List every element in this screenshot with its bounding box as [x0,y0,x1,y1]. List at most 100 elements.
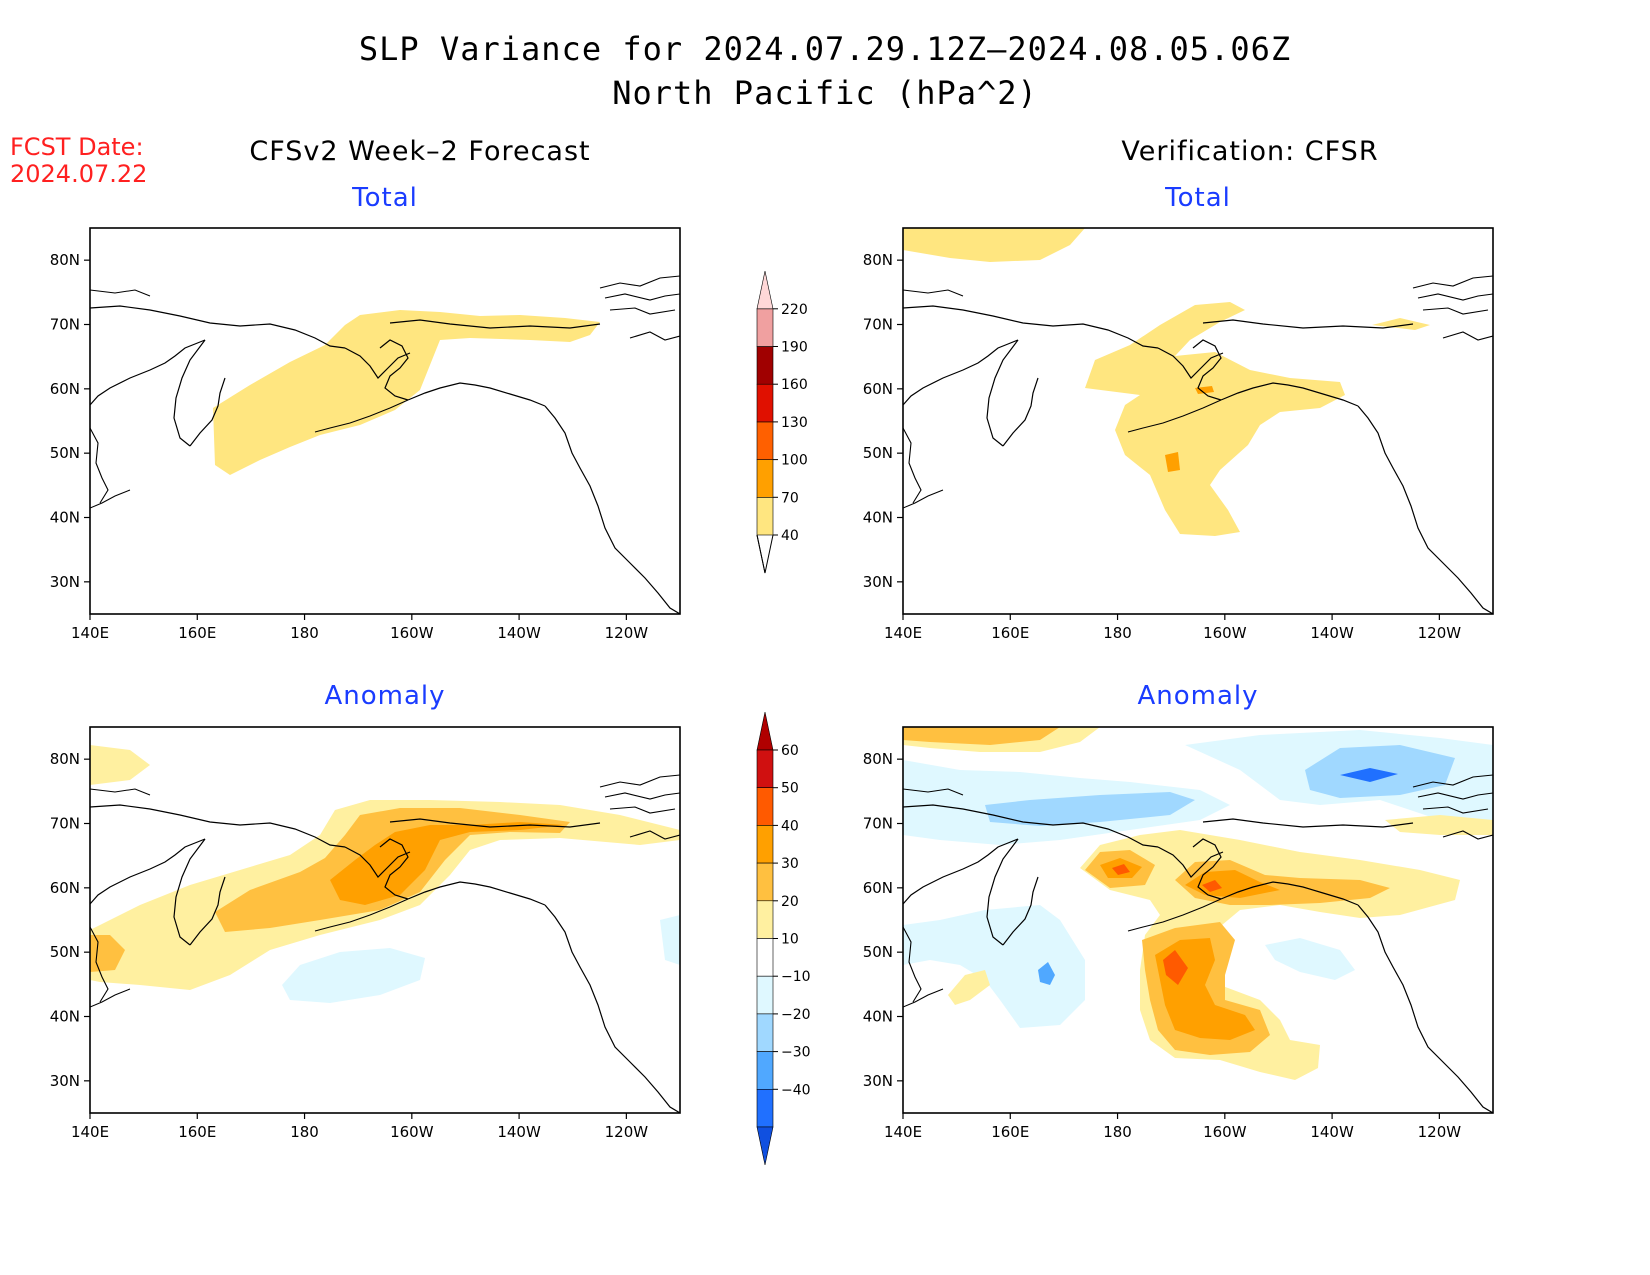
verification-column-title: Verification: CFSR [1121,136,1379,167]
forecast-anomaly-contour-30-40 [330,822,565,905]
colorbar-total-label: 70 [781,490,799,506]
lon-tick-label: 160E [991,1123,1029,1141]
verification-anomaly-contour-10-20-sw [948,970,990,1005]
colorbar-total-box [756,496,774,536]
colorbar-anomaly-box [756,1051,774,1090]
verification-anomaly-contour-40-50-b [1202,880,1222,892]
lat-tick-label: 70N [863,316,893,334]
colorbar-anomaly-box [756,975,774,1015]
lon-tick-label: 180 [1103,1123,1132,1141]
lon-tick-label: 160W [1203,1123,1247,1141]
lon-tick-label: 160W [390,624,434,642]
lon-tick-label: 120W [1418,624,1462,642]
colorbar-anomaly-label: 20 [781,894,799,910]
colorbar-anomaly-label: 40 [781,818,799,834]
lat-tick-label: 60N [863,380,893,398]
verification-anomaly-contour-30-40-b [1185,870,1280,898]
axes-layer: 140E 160E 180 160W 140W 120W 80N 70N 60N 50N 40N 30… [50,251,1462,1141]
lat-tick-label: 60N [863,879,893,897]
colorbar-total-box [756,459,774,498]
lat-tick-label: 80N [863,750,893,768]
colorbar-anomaly-top-arrow [756,711,774,751]
colorbar-total-label: 40 [781,528,799,544]
colorbar-anomaly: 60 50 40 30 20 10 −10 −20 −30 −40 [756,711,811,1166]
lon-tick-label: 140E [884,1123,922,1141]
forecast-anomaly-contour-neg10-neg20 [282,948,425,1003]
lon-tick-label: 160W [1203,624,1247,642]
lat-tick-label: 50N [863,444,893,462]
fcst-date-value: 2024.07.22 [10,160,148,188]
verification-anomaly-contour-neg10-east [1265,938,1355,980]
lon-tick-label: 140W [497,1123,541,1141]
colorbar-anomaly-label: −40 [781,1082,811,1098]
lon-tick-label: 140W [497,624,541,642]
colorbar-anomaly-bottom-arrow [756,1126,774,1166]
colorbar-total-label: 100 [781,453,808,469]
map-verification-total [902,227,1494,615]
colorbar-total-box [756,308,774,347]
lat-tick-label: 70N [50,815,80,833]
lon-tick-label: 140E [884,624,922,642]
colorbar-total-box [756,383,774,423]
verification-total-contour-40-70-main [1085,302,1345,536]
lon-tick-label: 120W [1418,1123,1462,1141]
forecast-total-contour-40-70 [213,310,600,475]
panel-title-verification-total: Total [1165,183,1231,213]
map-frame [902,726,1494,1114]
verification-anomaly-contour-neg10-west [903,905,1085,1028]
map-forecast-anomaly [89,726,681,1114]
verification-anomaly-contour-neg30-ne [1340,768,1398,782]
lon-tick-label: 160E [178,624,216,642]
colorbar-anomaly-box [756,938,774,977]
colorbar-anomaly-box [756,825,774,864]
lat-tick-label: 70N [50,316,80,334]
colorbar-total-label: 220 [781,302,808,318]
verification-anomaly-contour-neg20-west [1038,962,1055,985]
colorbar-total-label: 130 [781,415,808,431]
lat-tick-label: 80N [863,251,893,269]
map-forecast-total [89,227,681,615]
fcst-date-label: FCST Date: [10,133,144,161]
panel-title-forecast-anomaly: Anomaly [324,681,446,711]
verification-total-contour-70-100-b [1195,386,1214,394]
verification-anomaly-contour-10-20-east [1385,815,1493,835]
lat-tick-label: 40N [863,1008,893,1026]
verification-total-contour-40-70-north [903,228,1085,262]
map-frame [89,726,681,1114]
colorbar-anomaly-box [756,787,774,826]
lon-tick-label: 180 [1103,624,1132,642]
verification-anomaly-contour-20-30-north [903,727,1060,745]
forecast-anomaly-contour-10-20-nw [90,745,150,785]
colorbar-anomaly-label: 50 [781,781,799,797]
colorbar-anomaly-label: 10 [781,932,799,948]
colorbar-anomaly-box [756,1089,774,1128]
forecast-anomaly-contour-neg10-neg20-east [660,915,680,965]
lat-tick-label: 30N [863,1072,893,1090]
lon-tick-label: 140W [1310,624,1354,642]
colorbar-anomaly-box [756,900,774,939]
colorbar-anomaly-label: −10 [781,969,811,985]
colorbar-total-label: 160 [781,377,808,393]
panel-title-forecast-total: Total [352,183,418,213]
colorbar-total-label: 190 [781,340,808,356]
colorbar-total-bottom-triangle [756,534,774,574]
colorbar-anomaly-label: 30 [781,856,799,872]
colorbar-total-box [756,346,774,385]
colorbar-anomaly-box [756,749,774,789]
lon-tick-label: 140E [71,1123,109,1141]
lon-tick-label: 140E [71,624,109,642]
lat-tick-label: 40N [50,1008,80,1026]
lat-tick-label: 50N [50,943,80,961]
lat-tick-label: 30N [863,573,893,591]
lat-tick-label: 40N [863,509,893,527]
main-subtitle: North Pacific (hPa^2) [612,74,1038,112]
colorbar-anomaly-box [756,862,774,902]
forecast-column-title: CFSv2 Week–2 Forecast [249,136,591,167]
panel-title-verification-anomaly: Anomaly [1137,681,1259,711]
colorbar-anomaly-box [756,1013,774,1052]
verification-anomaly-contour-neg20-band [985,792,1195,826]
map-frame [902,227,1494,615]
lon-tick-label: 120W [605,624,649,642]
verification-total-contour-40-70-east [1372,318,1430,330]
